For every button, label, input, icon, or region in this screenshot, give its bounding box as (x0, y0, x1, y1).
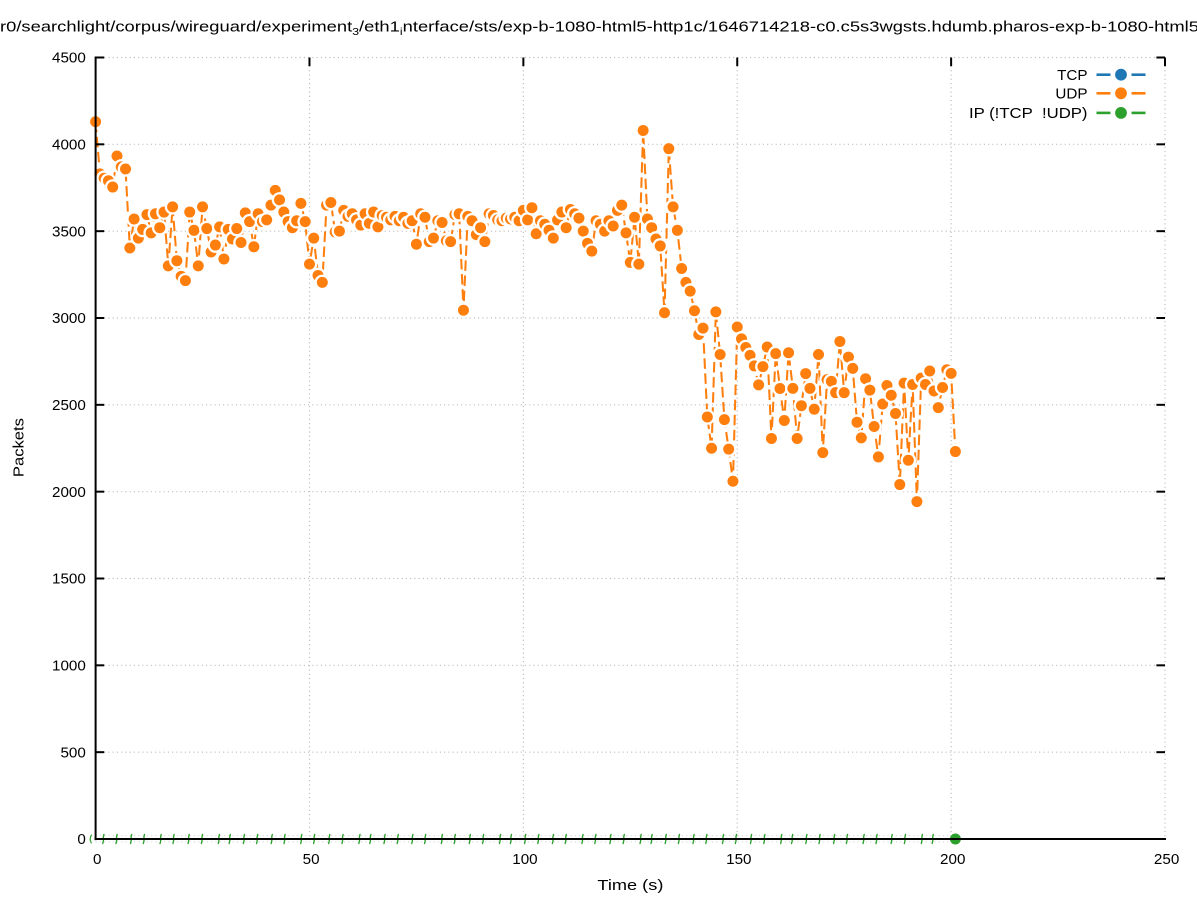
svg-text:UDP: UDP (1055, 86, 1087, 103)
svg-text:250: 250 (1154, 851, 1179, 868)
svg-text:1000: 1000 (52, 658, 86, 675)
svg-text:200: 200 (940, 851, 965, 868)
svg-text:150: 150 (726, 851, 751, 868)
svg-text:Packets: Packets (10, 418, 27, 477)
svg-text:4500: 4500 (52, 50, 86, 67)
svg-text:3500: 3500 (52, 223, 86, 240)
svg-text:0: 0 (93, 851, 101, 868)
svg-text:50: 50 (303, 851, 320, 868)
svg-text:TCP: TCP (1057, 67, 1087, 84)
svg-text:r0/searchlight/corpus/wireguar: r0/searchlight/corpus/wireguard/experime… (0, 18, 1197, 38)
svg-text:4000: 4000 (52, 137, 86, 154)
svg-text:100: 100 (512, 851, 537, 868)
svg-text:3000: 3000 (52, 310, 86, 327)
svg-text:Time (s): Time (s) (597, 877, 663, 894)
svg-text:1500: 1500 (52, 571, 86, 588)
svg-text:0: 0 (77, 831, 85, 848)
svg-text:IP (!TCP !UDP): IP (!TCP !UDP) (969, 105, 1088, 122)
svg-text:2500: 2500 (52, 397, 86, 414)
svg-text:500: 500 (60, 744, 85, 761)
svg-text:2000: 2000 (52, 484, 86, 501)
